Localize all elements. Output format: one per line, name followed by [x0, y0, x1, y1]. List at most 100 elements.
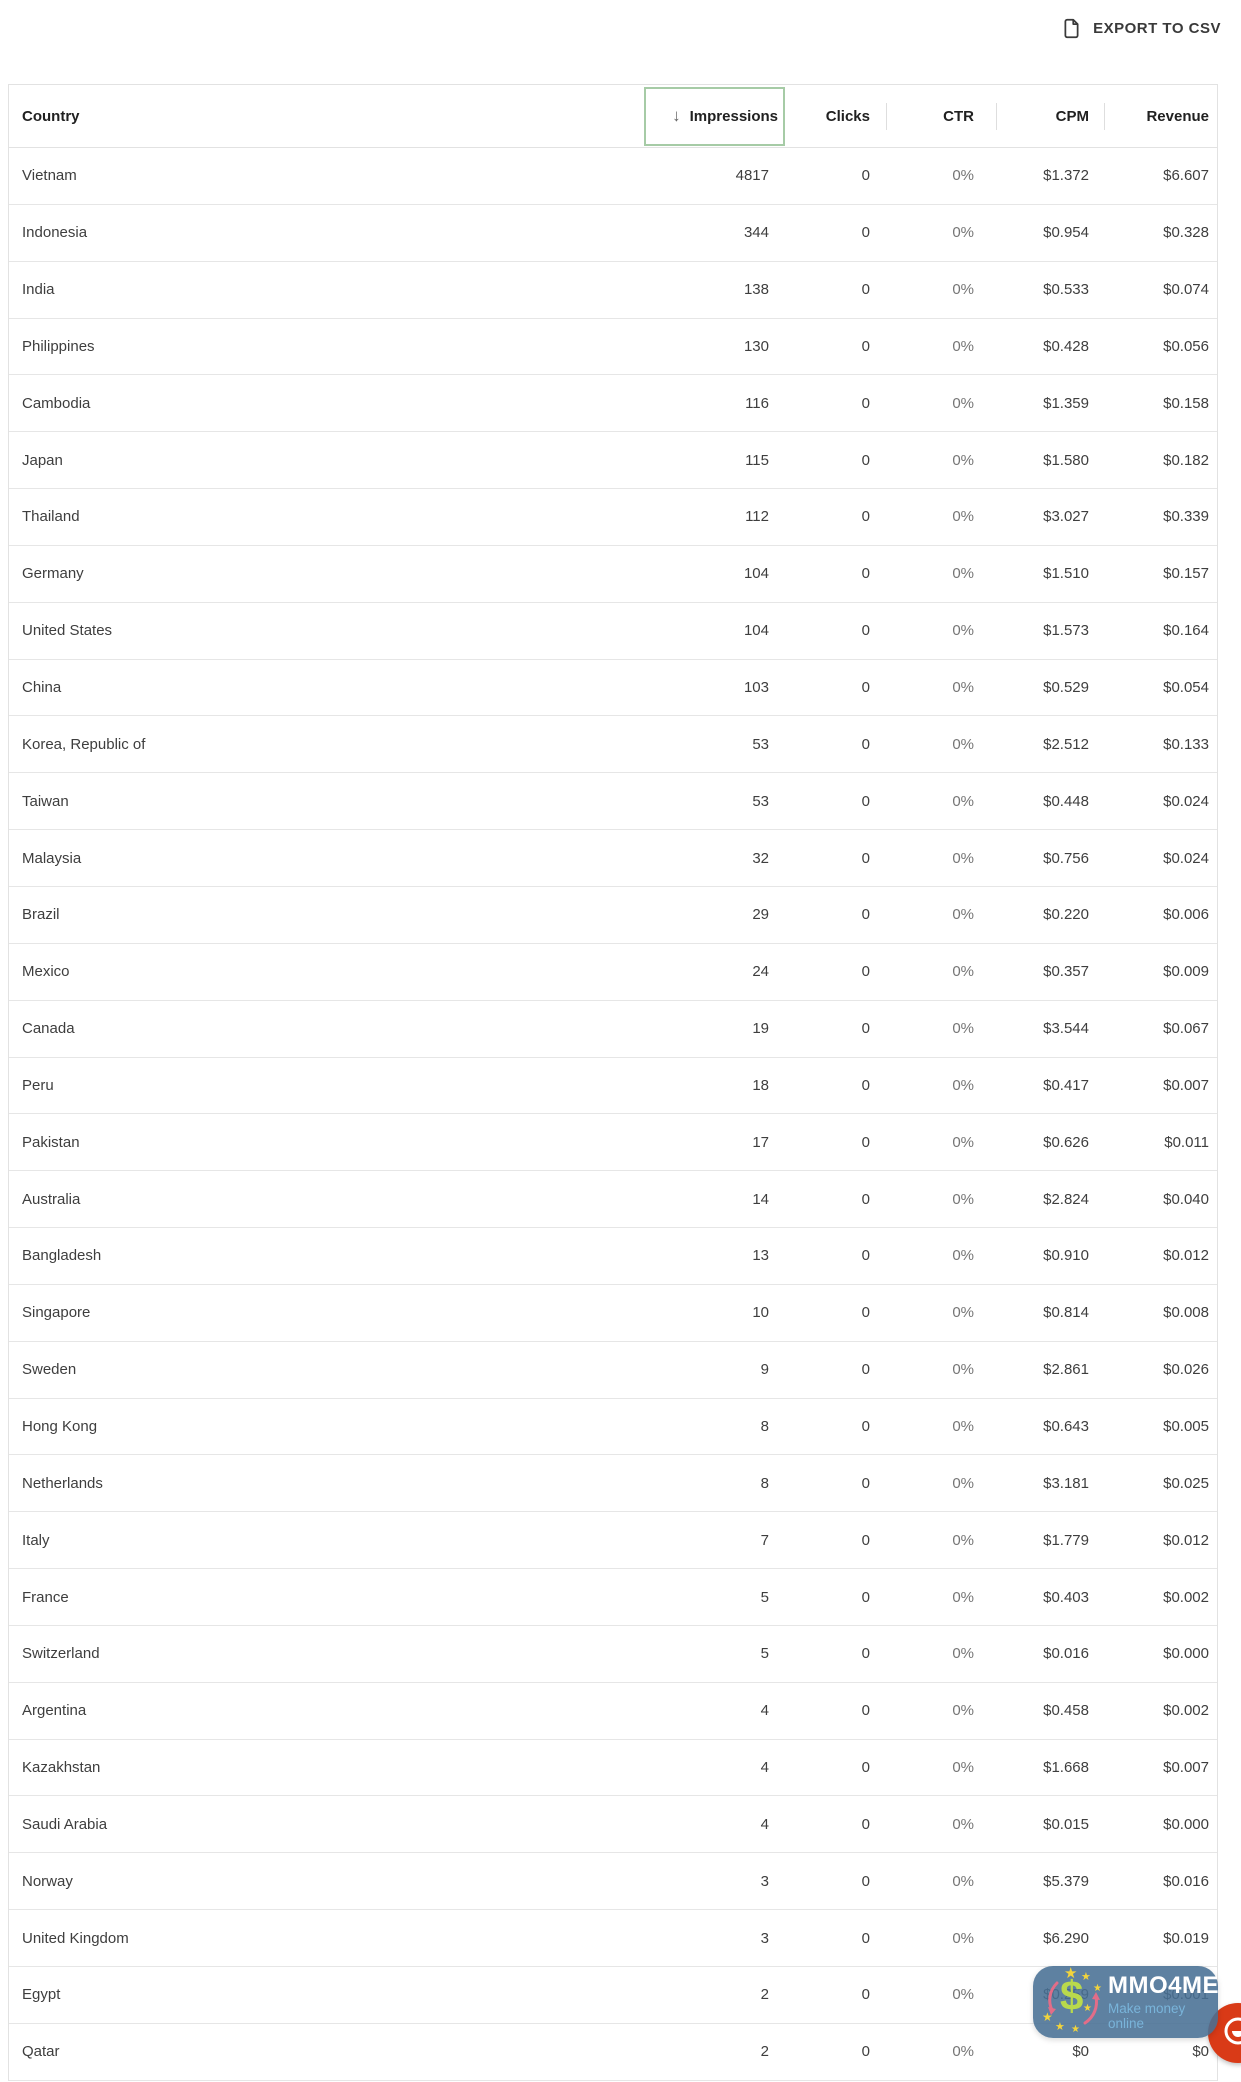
table-row[interactable]: United Kingdom 3 0 0% $6.290 $0.019 [9, 1910, 1217, 1967]
cell-impressions: 5 [760, 1645, 769, 1663]
table-row[interactable]: Saudi Arabia 4 0 0% $0.015 $0.000 [9, 1796, 1217, 1854]
cell-ctr: 0% [952, 565, 974, 583]
table-row[interactable]: Kazakhstan 4 0 0% $1.668 $0.007 [9, 1739, 1217, 1797]
cell-revenue: $0.016 [1163, 1872, 1209, 1890]
cell-cpm: $2.824 [1043, 1190, 1089, 1208]
cell-ctr: 0% [952, 1304, 974, 1322]
cell-impressions: 18 [752, 1076, 769, 1094]
cell-impressions: 116 [745, 394, 769, 412]
table-row[interactable]: Mexico 24 0 0% $0.357 $0.009 [9, 943, 1217, 1001]
cell-cpm: $0.403 [1043, 1588, 1089, 1606]
cell-revenue: $0.328 [1163, 224, 1209, 242]
table-row[interactable]: Cambodia 116 0 0% $1.359 $0.158 [9, 375, 1217, 433]
column-header-ctr[interactable]: CTR [886, 85, 996, 147]
table-row[interactable]: China 103 0 0% $0.529 $0.054 [9, 659, 1217, 717]
cell-clicks: 0 [861, 1474, 870, 1492]
table-row[interactable]: Korea, Republic of 53 0 0% $2.512 $0.133 [9, 716, 1217, 774]
cell-revenue: $0.024 [1163, 849, 1209, 867]
table-row[interactable]: Indonesia 344 0 0% $0.954 $0.328 [9, 204, 1217, 262]
column-header-cpm[interactable]: CPM [996, 85, 1104, 147]
cell-clicks: 0 [861, 679, 870, 697]
table-row[interactable]: Taiwan 53 0 0% $0.448 $0.024 [9, 773, 1217, 831]
export-to-csv-button[interactable]: EXPORT TO CSV [1055, 8, 1227, 48]
cell-revenue: $0.012 [1163, 1531, 1209, 1549]
table-row[interactable]: Italy 7 0 0% $1.779 $0.012 [9, 1512, 1217, 1570]
cell-clicks: 0 [861, 1304, 870, 1322]
cell-cpm: $0.417 [1043, 1076, 1089, 1094]
cell-impressions: 4 [760, 1815, 769, 1833]
cell-ctr: 0% [952, 1645, 974, 1663]
cell-cpm: $0.756 [1043, 849, 1089, 867]
cell-country: Thailand [22, 508, 80, 526]
cell-ctr: 0% [952, 1929, 974, 1947]
cell-ctr: 0% [952, 792, 974, 810]
cell-country: Argentina [22, 1702, 87, 1720]
table-row[interactable]: Norway 3 0 0% $5.379 $0.016 [9, 1853, 1217, 1911]
cell-country: Pakistan [22, 1133, 80, 1151]
table-row[interactable]: India 138 0 0% $0.533 $0.074 [9, 261, 1217, 319]
table-row[interactable]: Peru 18 0 0% $0.417 $0.007 [9, 1057, 1217, 1115]
column-header-revenue[interactable]: Revenue [1104, 85, 1217, 147]
cell-ctr: 0% [952, 1815, 974, 1833]
table-row[interactable]: Vietnam 4817 0 0% $1.372 $6.607 [9, 148, 1217, 205]
table-row[interactable]: Netherlands 8 0 0% $3.181 $0.025 [9, 1455, 1217, 1513]
cell-ctr: 0% [952, 451, 974, 469]
cell-ctr: 0% [952, 1133, 974, 1151]
cell-impressions: 344 [743, 224, 769, 242]
table-row[interactable]: Qatar 2 0 0% $0 $0 [9, 2023, 1217, 2081]
cell-impressions: 32 [752, 849, 769, 867]
table-row[interactable]: Australia 14 0 0% $2.824 $0.040 [9, 1171, 1217, 1229]
cell-cpm: $0.357 [1043, 963, 1089, 981]
cell-impressions: 19 [752, 1020, 769, 1038]
table-row[interactable]: Japan 115 0 0% $1.580 $0.182 [9, 432, 1217, 490]
table-row[interactable]: Hong Kong 8 0 0% $0.643 $0.005 [9, 1398, 1217, 1456]
table-row[interactable]: Malaysia 32 0 0% $0.756 $0.024 [9, 830, 1217, 887]
cell-ctr: 0% [952, 1588, 974, 1606]
column-header-clicks[interactable]: Clicks [825, 107, 870, 125]
table-row[interactable]: Argentina 4 0 0% $0.458 $0.002 [9, 1682, 1217, 1740]
table-row[interactable]: Singapore 10 0 0% $0.814 $0.008 [9, 1284, 1217, 1342]
cell-revenue: $0.157 [1163, 565, 1209, 583]
cell-revenue: $6.607 [1163, 167, 1209, 185]
cell-ctr: 0% [952, 281, 974, 299]
cell-clicks: 0 [861, 1361, 870, 1379]
table-row[interactable]: France 5 0 0% $0.403 $0.002 [9, 1569, 1217, 1626]
cell-clicks: 0 [861, 1645, 870, 1663]
table-row[interactable]: Thailand 112 0 0% $3.027 $0.339 [9, 489, 1217, 546]
cell-country: Malaysia [22, 849, 82, 867]
table-row[interactable]: Philippines 130 0 0% $0.428 $0.056 [9, 318, 1217, 376]
cell-clicks: 0 [861, 1702, 870, 1720]
cell-revenue: $0 [1192, 2043, 1209, 2061]
cell-clicks: 0 [861, 622, 870, 640]
export-to-csv-label: EXPORT TO CSV [1093, 19, 1221, 37]
table-row[interactable]: Germany 104 0 0% $1.510 $0.157 [9, 545, 1217, 603]
cell-clicks: 0 [861, 1190, 870, 1208]
table-row[interactable]: Bangladesh 13 0 0% $0.910 $0.012 [9, 1228, 1217, 1285]
cell-cpm: $0.016 [1043, 1645, 1089, 1663]
cell-country: India [22, 281, 55, 299]
table-row[interactable]: United States 104 0 0% $1.573 $0.164 [9, 602, 1217, 660]
cell-revenue: $0.006 [1163, 906, 1209, 924]
table-row[interactable]: Pakistan 17 0 0% $0.626 $0.011 [9, 1114, 1217, 1172]
cell-country: Kazakhstan [22, 1759, 101, 1777]
table-row[interactable]: Egypt 2 0 0% $0.259 $0.001 [9, 1967, 1217, 2024]
cell-revenue: $0.182 [1163, 451, 1209, 469]
table-row[interactable]: Brazil 29 0 0% $0.220 $0.006 [9, 886, 1217, 944]
table-header-row: Country ↓ Impressions Clicks CTR CPM Rev… [9, 85, 1217, 148]
cell-impressions: 4 [760, 1759, 769, 1777]
table-row[interactable]: Sweden 9 0 0% $2.861 $0.026 [9, 1341, 1217, 1399]
table-row[interactable]: Canada 19 0 0% $3.544 $0.067 [9, 1000, 1217, 1058]
column-header-country[interactable]: Country [22, 107, 80, 125]
column-header-impressions[interactable]: ↓ Impressions [644, 85, 785, 147]
cell-clicks: 0 [861, 2043, 870, 2061]
mmo4me-watermark: $ ★ ★ ★ ★ ★ ★ ★ MMO4ME Make money online [1033, 1966, 1219, 2038]
table-row[interactable]: Switzerland 5 0 0% $0.016 $0.000 [9, 1625, 1217, 1683]
cell-cpm: $0.448 [1043, 792, 1089, 810]
cell-revenue: $0.339 [1163, 508, 1209, 526]
cell-ctr: 0% [952, 1986, 974, 2004]
cell-clicks: 0 [861, 1588, 870, 1606]
cell-impressions: 4 [760, 1702, 769, 1720]
cell-impressions: 53 [752, 735, 769, 753]
cell-country: Korea, Republic of [22, 735, 146, 753]
cell-cpm: $0.954 [1043, 224, 1089, 242]
